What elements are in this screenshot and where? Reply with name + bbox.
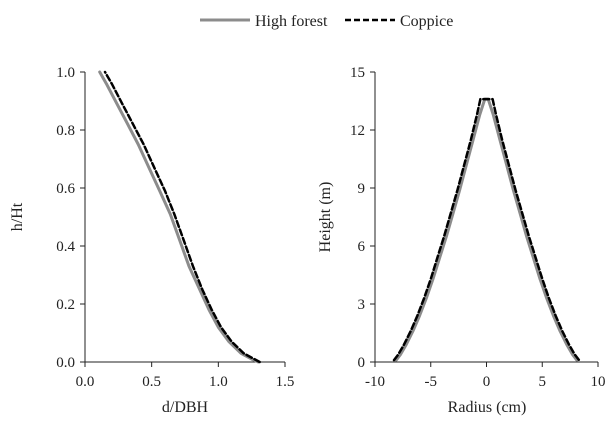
- left-x-axis-label: d/DBH: [162, 399, 209, 416]
- left-x-tick-label: 0.0: [76, 374, 95, 390]
- right-y-tick-label: 6: [358, 239, 366, 255]
- legend-label-coppice: Coppice: [400, 13, 453, 30]
- left-series: [98, 70, 261, 364]
- right-x-tick-label: 0: [483, 374, 491, 390]
- right-y-tick-label: 12: [350, 123, 365, 139]
- right-x-tick-label: -5: [425, 374, 438, 390]
- right-y-tick-label: 9: [358, 181, 366, 197]
- left-ticks: 0.0 0.5 1.0 1.5 0.0 0.2 0.4 0.6 0.8 1.0: [56, 65, 294, 390]
- legend: High forest Coppice: [200, 13, 453, 30]
- right-y-tick-label: 3: [358, 297, 366, 313]
- left-y-tick-label: 0.8: [56, 123, 75, 139]
- right-y-tick-label: 15: [350, 65, 365, 81]
- left-y-tick-label: 1.0: [56, 65, 75, 81]
- left-x-tick-label: 1.5: [276, 374, 295, 390]
- left-series-coppice: [103, 70, 261, 364]
- left-series-high-forest: [98, 70, 260, 364]
- right-y-tick-label: 0: [358, 355, 366, 371]
- right-y-axis-label: Height (m): [317, 182, 334, 253]
- right-x-axis-label: Radius (cm): [448, 399, 527, 416]
- left-y-axis-label: h/Ht: [9, 202, 26, 231]
- left-x-tick-label: 1.0: [209, 374, 228, 390]
- right-x-tick-label: 5: [539, 374, 547, 390]
- left-y-tick-label: 0.2: [56, 297, 75, 313]
- right-x-tick-label: -10: [365, 374, 385, 390]
- right-series-coppice: [392, 97, 581, 362]
- right-ticks: -10 -5 0 5 10 0 3 6 9 12 15: [350, 65, 606, 390]
- chart-left: 0.0 0.5 1.0 1.5 0.0 0.2 0.4 0.6 0.8 1.0 d/DBH h/H…: [9, 65, 294, 416]
- legend-label-high-forest: High forest: [255, 13, 328, 30]
- left-y-tick-label: 0.4: [56, 239, 75, 255]
- left-x-tick-label: 0.5: [142, 374, 161, 390]
- right-series-high-forest: [394, 97, 579, 362]
- left-y-tick-label: 0.6: [56, 181, 75, 197]
- right-series: [392, 97, 581, 362]
- chart-right: -10 -5 0 5 10 0 3 6 9 12 15 Radius (cm) Height (m): [317, 65, 606, 416]
- right-x-tick-label: 10: [591, 374, 606, 390]
- left-y-tick-label: 0.0: [56, 355, 75, 371]
